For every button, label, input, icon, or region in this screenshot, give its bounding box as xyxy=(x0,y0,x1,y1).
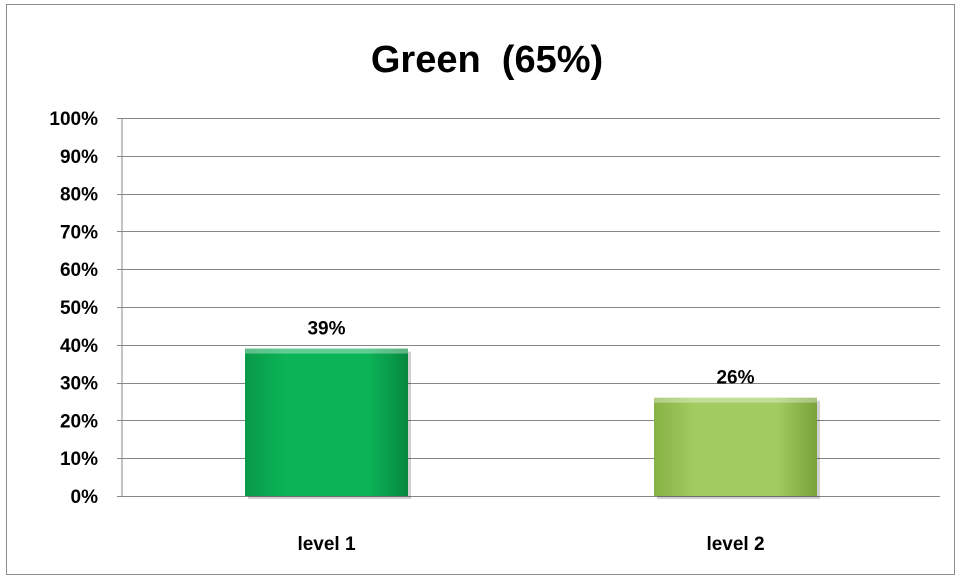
category-label: level 2 xyxy=(706,534,764,555)
y-tick-label: 100% xyxy=(49,109,98,130)
y-tick-label: 10% xyxy=(60,449,98,470)
y-tick-label: 80% xyxy=(60,185,98,206)
category-label: level 1 xyxy=(297,534,356,555)
bar-bevel xyxy=(654,397,817,403)
bar-1 xyxy=(245,348,408,496)
data-label: 26% xyxy=(716,368,754,389)
chart-title: Green (65%) xyxy=(371,39,603,81)
bar-2 xyxy=(654,397,817,496)
y-tick-label: 30% xyxy=(60,374,98,395)
data-label: 39% xyxy=(307,319,345,340)
y-tick-label: 90% xyxy=(60,147,98,168)
y-tick-label: 50% xyxy=(60,298,98,319)
y-tick-label: 0% xyxy=(71,487,99,508)
y-tick-label: 40% xyxy=(60,336,98,357)
y-tick-label: 60% xyxy=(60,260,98,281)
y-tick-label: 20% xyxy=(60,411,98,432)
y-tick-label: 70% xyxy=(60,222,98,243)
bar-bevel xyxy=(245,348,408,354)
